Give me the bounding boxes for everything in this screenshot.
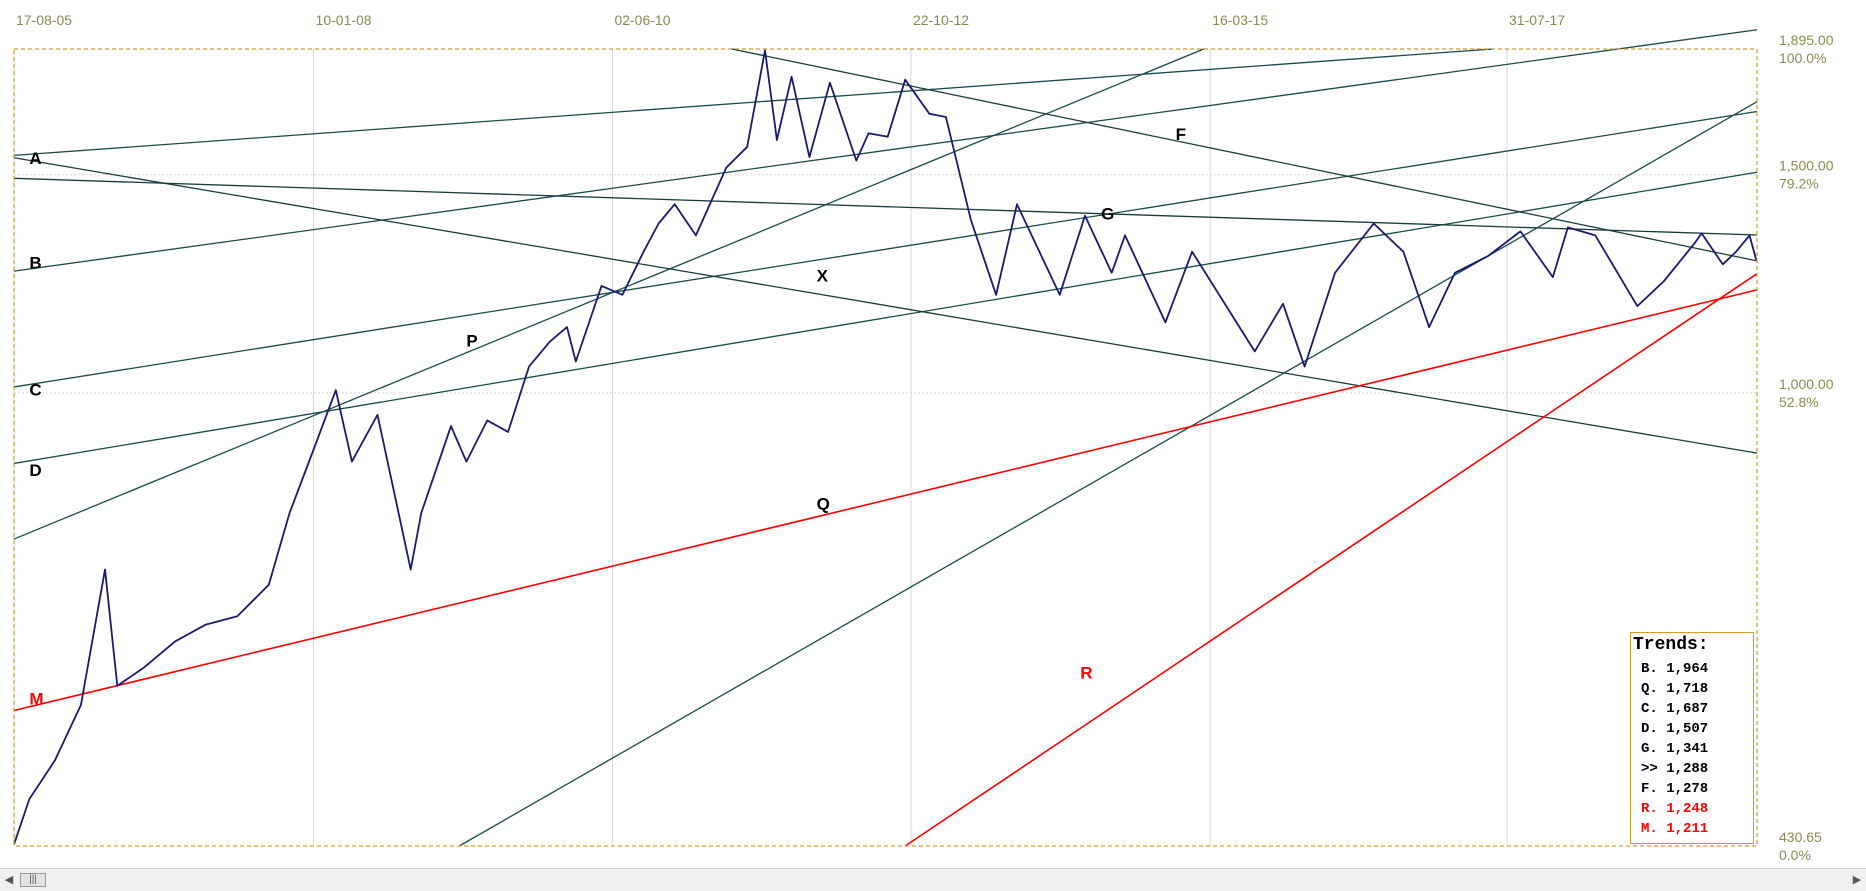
trendline-d — [13, 171, 1758, 465]
trendline-label-r: R — [1080, 663, 1092, 682]
legend-item: C. 1,687 — [1641, 701, 1709, 717]
trendline-label-d: D — [29, 461, 41, 480]
legend-item: B. 1,964 — [1641, 661, 1709, 677]
y-tick-value: 1,895.00 — [1779, 32, 1834, 48]
y-axis-labels: 1,895.00 100.0% 1,500.00 79.2% 1,000.00 52.8%… — [1779, 32, 1834, 863]
trendline-label-g: G — [1101, 205, 1114, 224]
chevron-right-icon[interactable]: ▶ — [1852, 874, 1862, 886]
trendline-label-x: X — [817, 266, 829, 285]
y-tick-percent: 100.0% — [1779, 50, 1826, 66]
trends-legend: Trends: B. 1,964 Q. 1,718 C. 1,687 D. 1,507… — [1630, 632, 1754, 844]
legend-title: Trends: — [1633, 635, 1709, 655]
trendline-m — [13, 289, 1758, 712]
y-tick-value: 430.65 — [1779, 829, 1822, 845]
trendline-a — [13, 48, 1494, 157]
y-tick-percent: 0.0% — [1779, 847, 1811, 863]
scrollbar-thumb[interactable]: ||| — [20, 873, 46, 887]
trendline-f — [731, 48, 1758, 262]
legend-item: Q. 1,718 — [1641, 681, 1709, 697]
price-chart: 17-08-05 10-01-08 02-06-10 22-10-12 16-03-15… — [13, 12, 1834, 863]
trendline-g — [13, 177, 1758, 236]
trendline-label-b: B — [29, 254, 41, 273]
x-tick-label: 10-01-08 — [316, 12, 372, 28]
x-tick-label: 17-08-05 — [16, 12, 72, 28]
horizontal-scrollbar[interactable]: ◀ ||| ▶ — [0, 868, 1866, 891]
trendline-label-p: P — [466, 331, 477, 350]
legend-rows: B. 1,964 Q. 1,718 C. 1,687 D. 1,507 G. 1,341… — [1631, 659, 1753, 839]
trendline-label-f: F — [1176, 125, 1186, 144]
trendline-labels: A B C D M P X Q F G R — [29, 125, 1186, 709]
trendline-b — [13, 29, 1758, 272]
y-tick-value: 1,000.00 — [1779, 376, 1834, 392]
trendlines — [13, 29, 1758, 847]
trendline-r — [904, 273, 1758, 847]
chart-grid — [13, 49, 1757, 846]
trendline-x — [13, 157, 1758, 454]
legend-item: >> 1,288 — [1641, 761, 1709, 777]
plot-frame — [13, 48, 1758, 847]
trendline-label-q: Q — [817, 495, 830, 514]
y-tick-percent: 52.8% — [1779, 394, 1819, 410]
trendline-p — [13, 48, 1204, 540]
legend-item: D. 1,507 — [1641, 721, 1709, 737]
x-tick-label: 22-10-12 — [913, 12, 969, 28]
x-axis-labels: 17-08-05 10-01-08 02-06-10 22-10-12 16-03-15… — [16, 12, 1565, 28]
price-series — [13, 49, 1758, 845]
legend-item: G. 1,341 — [1641, 741, 1709, 757]
trendline-c — [13, 110, 1758, 388]
y-tick-percent: 79.2% — [1779, 176, 1819, 192]
trendline-label-a: A — [29, 149, 41, 168]
price-line — [13, 49, 1758, 845]
grip-icon: ||| — [29, 874, 37, 885]
legend-item: R. 1,248 — [1641, 801, 1709, 817]
y-tick-value: 1,500.00 — [1779, 158, 1834, 174]
x-tick-label: 02-06-10 — [614, 12, 670, 28]
chevron-left-icon[interactable]: ◀ — [4, 874, 14, 886]
legend-item: M. 1,211 — [1641, 821, 1709, 837]
x-tick-label: 16-03-15 — [1212, 12, 1268, 28]
trendline-label-m: M — [29, 690, 43, 709]
trendline-q — [458, 101, 1758, 847]
legend-item: F. 1,278 — [1641, 781, 1709, 797]
trendline-label-c: C — [29, 381, 41, 400]
x-tick-label: 31-07-17 — [1509, 12, 1565, 28]
